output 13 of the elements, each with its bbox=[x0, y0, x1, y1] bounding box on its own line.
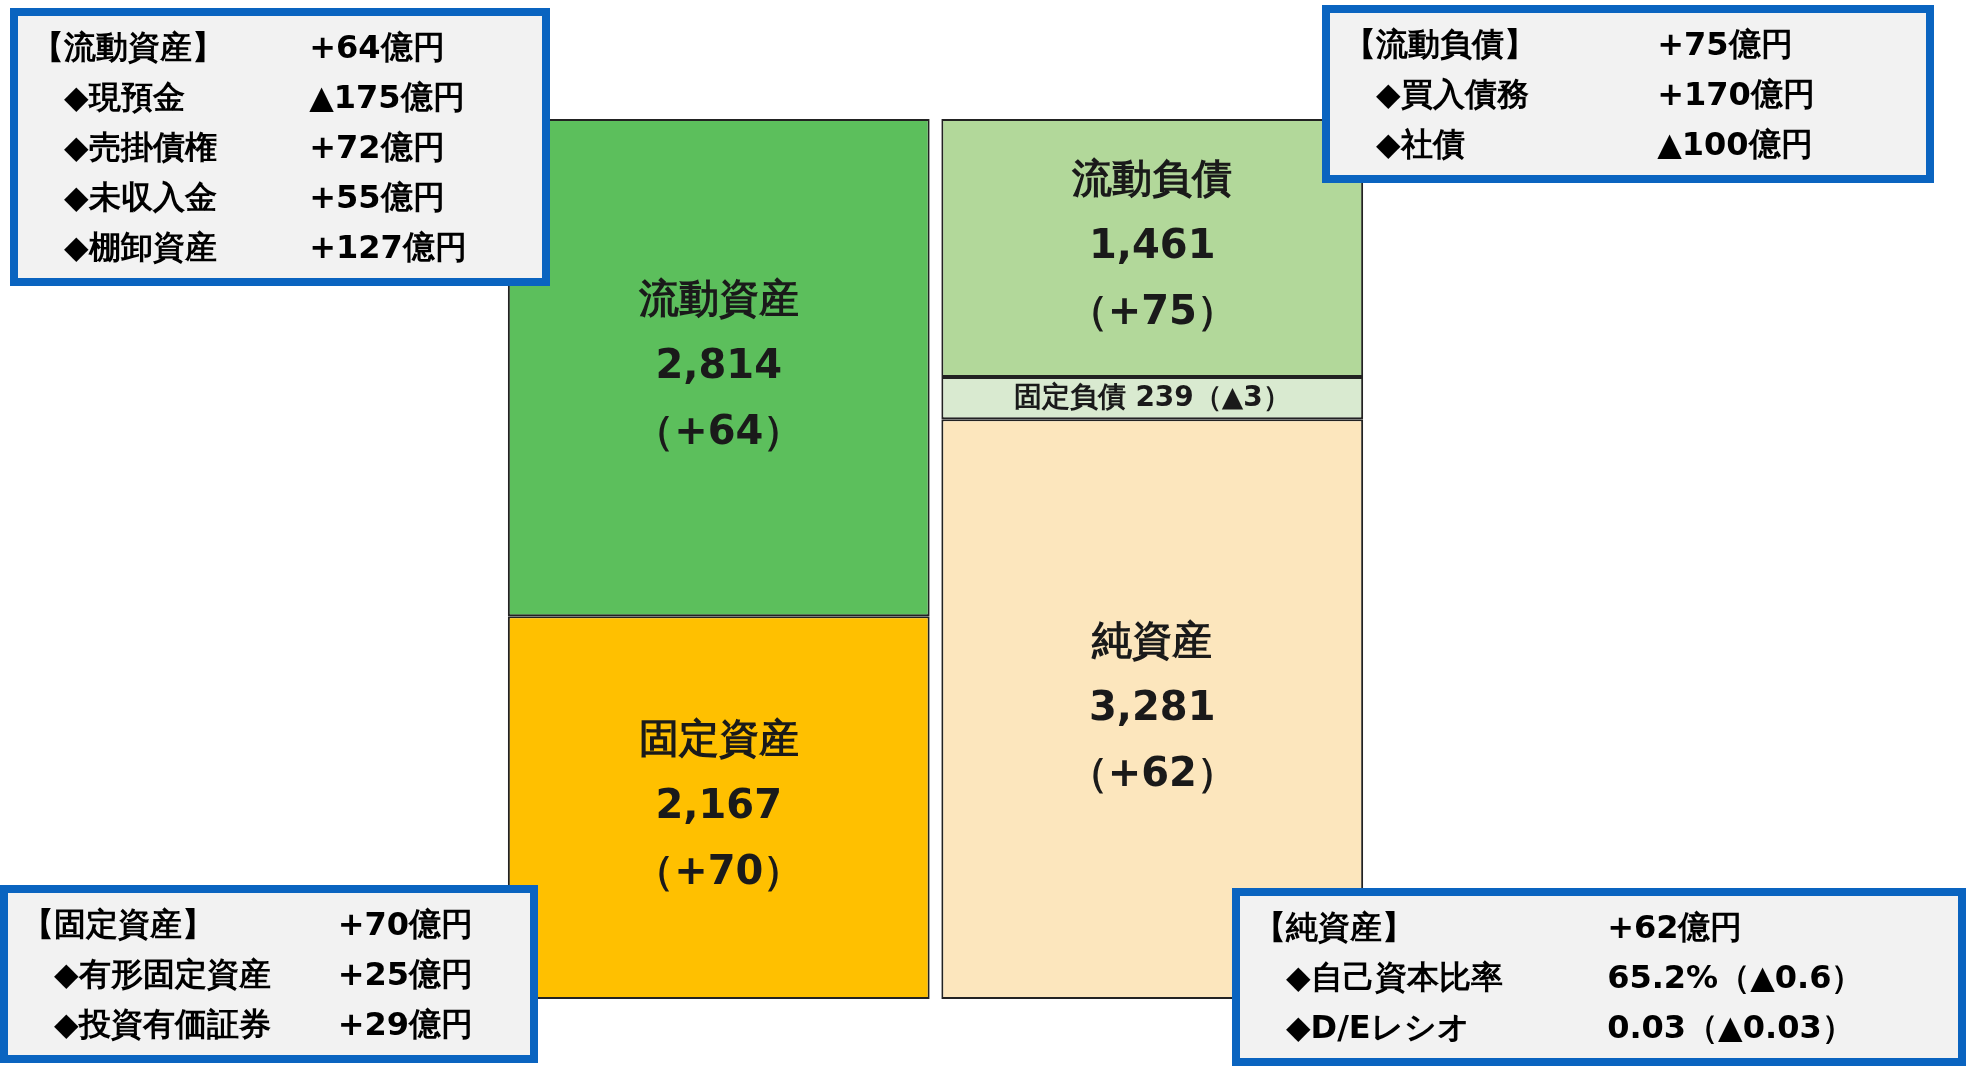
data-label: 2,814 （+64） bbox=[634, 340, 804, 453]
note-box: 【純資産】 +62億円 ◆自己資本比率 65.2%（▲0.6） ◆D/Eレシオ 0.03（▲0.03） bbox=[1232, 888, 1966, 1066]
series-label: 純資産 bbox=[1091, 616, 1213, 663]
data-label: 3,281 （+62） bbox=[1067, 682, 1237, 795]
text: 固定負債 239（▲3） bbox=[1013, 379, 1291, 413]
note-box: 【流動資産】 +64億円 ◆現預金 ▲175億円 ◆売掛債権 +72億円 ◆未収入金 +55億円 ◆棚卸資産 +127億円 bbox=[10, 8, 550, 286]
note-box: 【固定資産】 +70億円 ◆有形固定資産 +25億円 ◆投資有価証券 +29億円 bbox=[0, 885, 538, 1063]
data-label: 1,461 （+75） bbox=[1067, 221, 1237, 334]
series-label: 固定資産 bbox=[638, 714, 799, 761]
data-label: 2,167 （+70） bbox=[634, 780, 804, 893]
series-label: 流動負債 bbox=[1071, 155, 1233, 202]
note-box: 【流動負債】 +75億円 ◆買入債務 +170億円 ◆社債 ▲100億円 bbox=[1322, 5, 1934, 183]
series-label: 流動資産 bbox=[637, 274, 799, 321]
